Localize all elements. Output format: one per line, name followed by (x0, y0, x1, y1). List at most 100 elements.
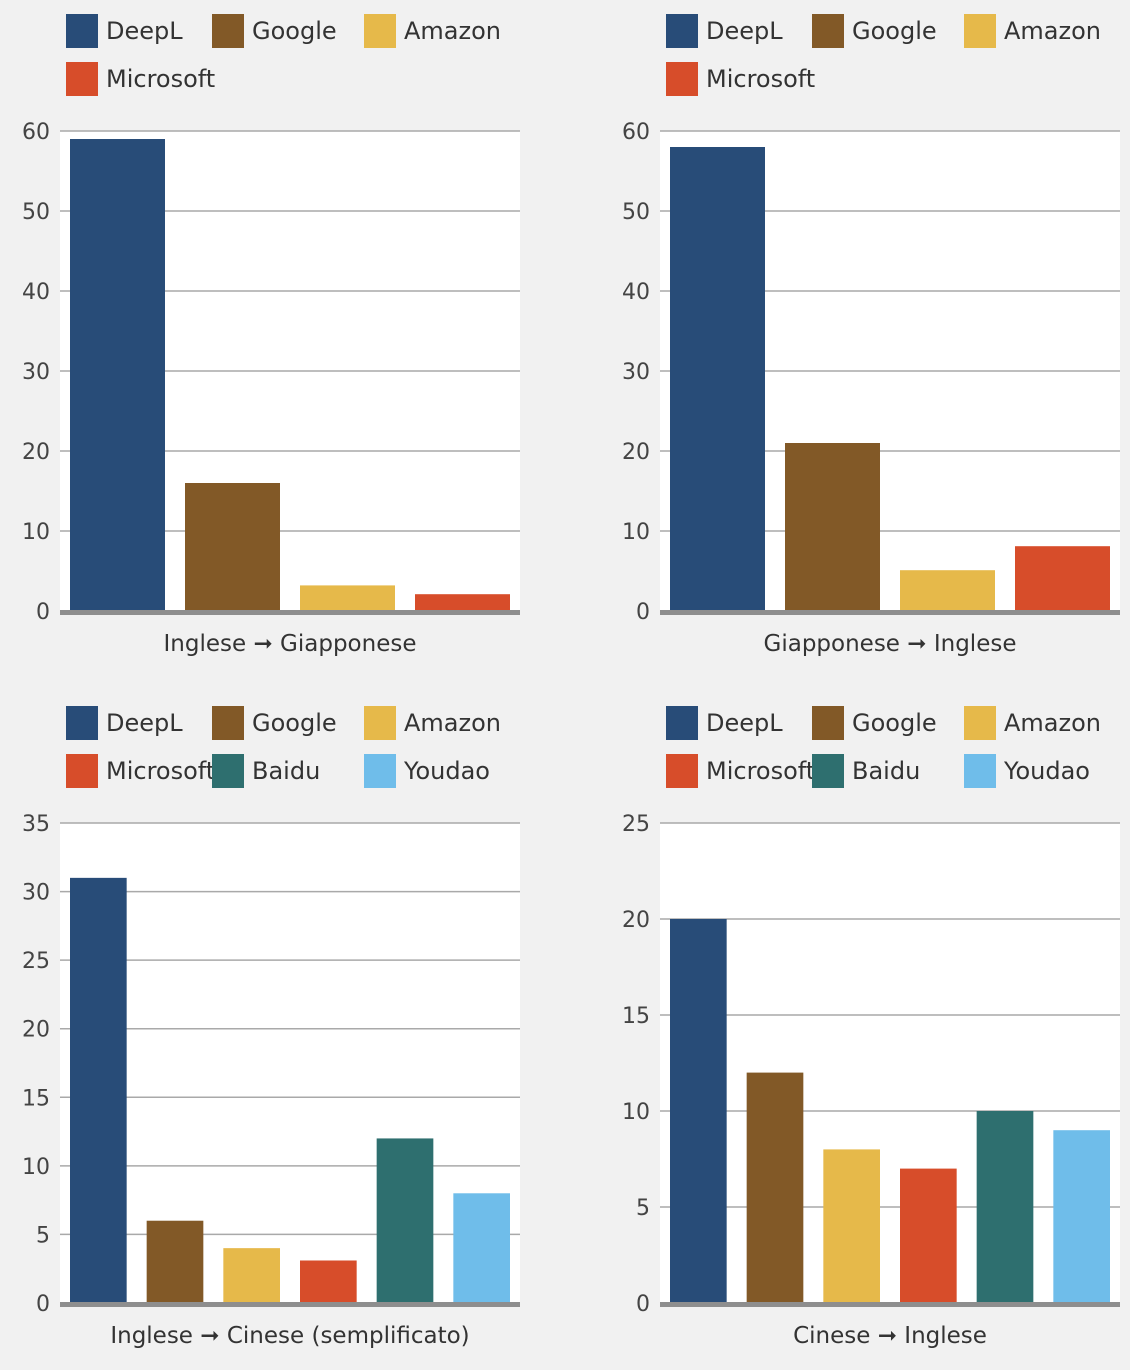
legend-label: Google (252, 17, 337, 45)
bar-deepl (670, 147, 765, 611)
y-tick-label: 20 (22, 1018, 50, 1043)
y-tick-label: 15 (22, 1086, 50, 1111)
bar-chart: 0 10 20 30 40 50 60 Giapponese ➞ Inglese (622, 120, 1120, 657)
chart-panel-1: DeepL Google Amazon Microsoft 0 10 20 30 40 50 60 I… (0, 0, 565, 678)
legend-item-deepl: DeepL (66, 706, 183, 740)
legend-item-baidu: Baidu (812, 754, 920, 788)
legend-item-amazon: Amazon (964, 706, 1101, 740)
plot-area (660, 823, 1120, 1303)
legend-item-deepl: DeepL (666, 706, 783, 740)
y-tick-label: 20 (622, 440, 650, 465)
y-tick-label: 0 (36, 1292, 50, 1317)
bar-amazon (823, 1149, 880, 1303)
legend-swatch (666, 706, 698, 740)
bar-baidu (976, 1111, 1034, 1303)
legend-swatch (66, 62, 98, 96)
bar-amazon (300, 585, 395, 611)
y-tick-label: 20 (622, 908, 650, 933)
bar-microsoft (1015, 546, 1110, 611)
legend-label: Microsoft (706, 65, 816, 93)
y-tick-label: 60 (622, 120, 650, 145)
bar-deepl (670, 919, 727, 1303)
legend-item-amazon: Amazon (964, 14, 1101, 48)
x-axis-baseline (60, 610, 520, 615)
y-tick-label: 40 (22, 280, 50, 305)
y-tick-label: 5 (36, 1223, 50, 1248)
legend-item-amazon: Amazon (364, 706, 501, 740)
legend-swatch (666, 62, 698, 96)
legend-swatch (364, 14, 396, 48)
legend-item-deepl: DeepL (666, 14, 783, 48)
bar-google (146, 1220, 204, 1303)
bar-amazon (223, 1248, 280, 1303)
legend-item-baidu: Baidu (212, 754, 320, 788)
legend-swatch (364, 706, 396, 740)
plot-area (60, 823, 520, 1303)
legend-label: DeepL (106, 709, 183, 737)
chart-panel-4: DeepL Google Amazon Microsoft Baidu Youdao 0 5 1… (600, 692, 1130, 1370)
bar-microsoft (415, 594, 510, 611)
legend-item-google: Google (812, 14, 937, 48)
y-tick-label: 10 (622, 520, 650, 545)
chart-panel-2: DeepL Google Amazon Microsoft 0 10 20 30 40 50 60 G… (600, 0, 1130, 678)
y-tick-label: 30 (22, 881, 50, 906)
legend-item-microsoft: Microsoft (666, 754, 815, 788)
legend-item-google: Google (812, 706, 937, 740)
legend-swatch (212, 706, 244, 740)
legend-swatch (66, 14, 98, 48)
legend-label: Amazon (404, 709, 501, 737)
legend-label: Microsoft (706, 757, 816, 785)
legend-swatch (212, 14, 244, 48)
x-axis-baseline (660, 610, 1120, 615)
legend-swatch (964, 706, 996, 740)
y-tick-label: 30 (22, 360, 50, 385)
legend-swatch (812, 706, 844, 740)
y-tick-label: 0 (636, 600, 650, 625)
chart-panel-3: DeepL Google Amazon Microsoft Baidu Youdao 0 5 1… (0, 692, 565, 1370)
legend-item-google: Google (212, 706, 337, 740)
legend-item-microsoft: Microsoft (66, 754, 215, 788)
legend-label: Baidu (252, 757, 321, 785)
bar-chart: 0 10 20 30 40 50 60 Inglese ➞ Giapponese (22, 120, 520, 657)
y-tick-label: 50 (22, 200, 50, 225)
legend-label: Amazon (1004, 709, 1101, 737)
y-tick-label: 5 (636, 1196, 650, 1221)
y-tick-label: 10 (622, 1100, 650, 1125)
legend-swatch (212, 754, 244, 788)
legend-swatch (66, 706, 98, 740)
bar-deepl (70, 877, 127, 1303)
legend-swatch (964, 14, 996, 48)
legend-label: DeepL (706, 709, 783, 737)
legend-item-youdao: Youdao (364, 754, 490, 788)
legend-label: Youdao (404, 757, 490, 785)
bar-microsoft (300, 1260, 357, 1303)
x-axis-title: Cinese ➞ Inglese (793, 1323, 987, 1349)
legend-swatch (964, 754, 996, 788)
y-tick-label: 10 (22, 520, 50, 545)
y-tick-label: 40 (622, 280, 650, 305)
legend-item-microsoft: Microsoft (666, 62, 815, 96)
legend-item-youdao: Youdao (964, 754, 1090, 788)
legend-swatch (666, 754, 698, 788)
y-tick-label: 60 (22, 120, 50, 145)
y-tick-label: 10 (22, 1155, 50, 1180)
bar-baidu (376, 1138, 434, 1303)
legend-label: Amazon (404, 17, 501, 45)
y-tick-label: 25 (622, 812, 650, 837)
legend-label: Baidu (852, 757, 921, 785)
bar-google (185, 483, 280, 611)
y-tick-label: 50 (622, 200, 650, 225)
bar-youdao (453, 1193, 510, 1303)
legend-swatch (66, 754, 98, 788)
legend-label: DeepL (706, 17, 783, 45)
legend-label: Youdao (1004, 757, 1090, 785)
y-tick-label: 20 (22, 440, 50, 465)
legend-label: Amazon (1004, 17, 1101, 45)
legend-label: Microsoft (106, 65, 216, 93)
y-tick-label: 0 (636, 1292, 650, 1317)
legend-label: Microsoft (106, 757, 216, 785)
bar-google (746, 1072, 804, 1303)
legend-swatch (812, 754, 844, 788)
y-tick-label: 0 (36, 600, 50, 625)
legend-label: Google (852, 709, 937, 737)
